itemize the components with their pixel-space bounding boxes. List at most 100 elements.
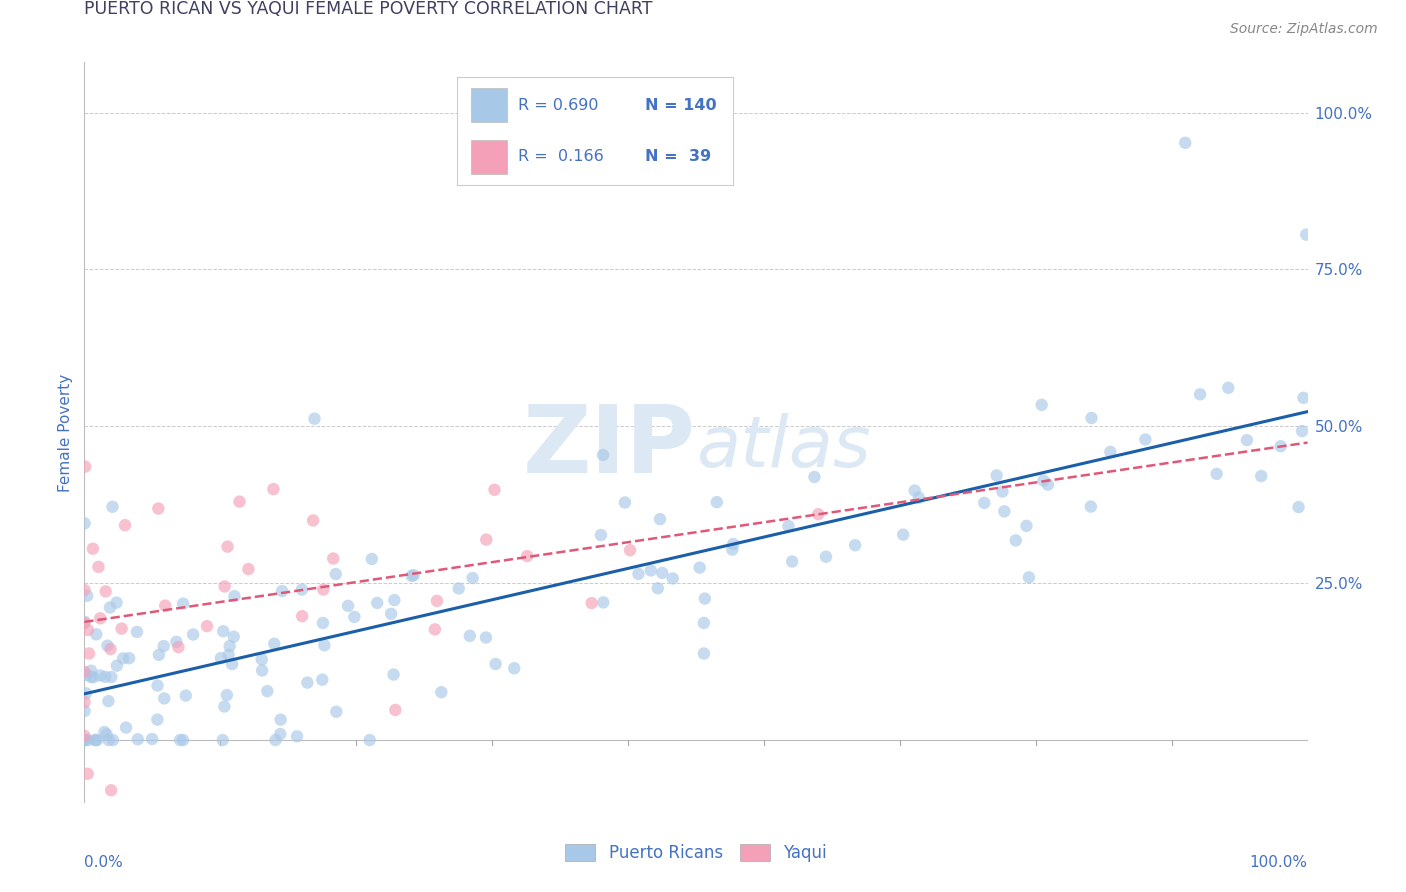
Point xyxy=(250,664,273,678)
Point xyxy=(1099,445,1122,459)
Point xyxy=(100,783,122,797)
Point xyxy=(721,542,744,557)
Point xyxy=(97,694,120,708)
Point xyxy=(96,727,118,741)
Point xyxy=(484,483,506,497)
Point xyxy=(891,527,914,541)
Text: 100.0%: 100.0% xyxy=(1250,855,1308,870)
Point xyxy=(105,596,128,610)
Point xyxy=(250,652,273,666)
Point xyxy=(359,733,381,747)
Point xyxy=(1288,500,1310,514)
Point xyxy=(402,568,425,582)
Point xyxy=(165,635,187,649)
Point xyxy=(1218,381,1240,395)
Point xyxy=(73,615,96,629)
Point xyxy=(706,495,728,509)
Point xyxy=(238,562,260,576)
Point xyxy=(76,733,98,747)
Point xyxy=(174,689,197,703)
Point xyxy=(73,516,96,531)
Point xyxy=(1018,570,1040,584)
Point xyxy=(94,584,117,599)
Text: PUERTO RICAN VS YAQUI FEMALE POVERTY CORRELATION CHART: PUERTO RICAN VS YAQUI FEMALE POVERTY COR… xyxy=(84,0,652,18)
Point xyxy=(723,537,745,551)
Point xyxy=(302,513,325,527)
Point xyxy=(322,551,344,566)
Point xyxy=(366,596,388,610)
Point xyxy=(86,733,108,747)
Point xyxy=(97,733,120,747)
Point xyxy=(592,595,614,609)
Point xyxy=(297,675,319,690)
Point xyxy=(382,593,405,607)
Point xyxy=(169,733,191,747)
Point xyxy=(270,713,292,727)
Point xyxy=(224,589,246,603)
Point xyxy=(778,519,800,533)
Point xyxy=(221,657,243,672)
Point xyxy=(401,569,423,583)
Point xyxy=(212,624,235,639)
Point xyxy=(807,507,830,521)
Point xyxy=(1291,424,1313,438)
Point xyxy=(285,729,308,743)
Point xyxy=(127,732,149,747)
Point xyxy=(382,667,405,681)
Point xyxy=(155,599,177,613)
Point xyxy=(311,673,333,687)
Point xyxy=(1236,433,1258,447)
Point xyxy=(1031,398,1053,412)
Point xyxy=(312,582,335,597)
Point xyxy=(516,549,538,563)
Point xyxy=(640,564,662,578)
Point xyxy=(209,651,232,665)
Point xyxy=(648,512,671,526)
Point xyxy=(647,581,669,595)
Point xyxy=(153,691,176,706)
Point xyxy=(844,538,866,552)
Point xyxy=(271,584,294,599)
Point xyxy=(146,679,169,693)
Point xyxy=(214,699,236,714)
Point xyxy=(693,591,716,606)
Text: 0.0%: 0.0% xyxy=(84,855,124,870)
Point xyxy=(73,695,96,709)
Point xyxy=(89,668,111,682)
Point xyxy=(114,518,136,533)
Point xyxy=(1250,469,1272,483)
Point xyxy=(73,733,96,747)
Point xyxy=(689,560,711,574)
Point xyxy=(627,566,650,581)
Point xyxy=(75,459,97,474)
Point xyxy=(426,594,449,608)
Point xyxy=(325,705,347,719)
Point xyxy=(73,704,96,718)
Point xyxy=(592,448,614,462)
Point xyxy=(589,528,612,542)
Point xyxy=(264,733,287,747)
Point xyxy=(141,731,163,746)
Point xyxy=(503,661,526,675)
Point xyxy=(475,533,498,547)
Point xyxy=(458,629,481,643)
Point xyxy=(172,733,194,747)
Point xyxy=(312,615,335,630)
Point xyxy=(380,607,402,621)
Point xyxy=(1292,391,1315,405)
Point xyxy=(1036,477,1059,491)
Point xyxy=(100,670,122,684)
Point xyxy=(80,664,103,678)
Point xyxy=(111,622,134,636)
Point xyxy=(105,658,128,673)
Text: Source: ZipAtlas.com: Source: ZipAtlas.com xyxy=(1230,22,1378,37)
Point xyxy=(228,494,250,508)
Point xyxy=(214,579,236,593)
Point xyxy=(115,721,138,735)
Point xyxy=(101,733,124,747)
Point xyxy=(993,504,1015,518)
Point xyxy=(211,733,233,747)
Point xyxy=(148,501,170,516)
Point xyxy=(93,725,115,739)
Point xyxy=(256,684,278,698)
